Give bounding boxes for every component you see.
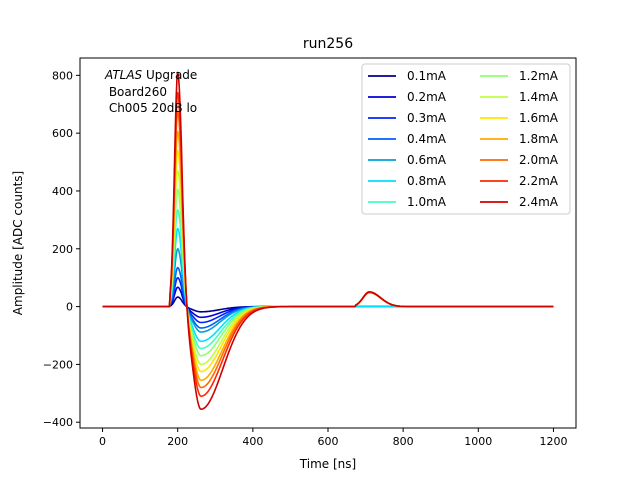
annotation-block: ATLAS Upgrade Board260 Ch005 20dB lo (104, 68, 197, 115)
legend-label: 2.0mA (519, 153, 559, 167)
legend-label: 0.6mA (407, 153, 447, 167)
x-axis-label: Time [ns] (299, 457, 356, 471)
y-axis-label: Amplitude [ADC counts] (11, 171, 25, 315)
y-tick-label: 600 (52, 127, 73, 140)
y-tick-label: 800 (52, 69, 73, 82)
legend-label: 2.4mA (519, 195, 559, 209)
x-axis-ticks: 0 200 400 600 800 1000 1200 (99, 428, 567, 448)
annotation-line-1: ATLAS Upgrade (104, 68, 197, 82)
legend-label: 2.2mA (519, 174, 559, 188)
legend-label: 0.2mA (407, 90, 447, 104)
legend-box (361, 63, 571, 215)
legend-label: 0.1mA (407, 69, 447, 83)
legend-label: 1.0mA (407, 195, 447, 209)
y-tick-label: 200 (52, 243, 73, 256)
x-tick-label: 1000 (464, 435, 492, 448)
annotation-upgrade: Upgrade (142, 68, 197, 82)
x-tick-label: 400 (242, 435, 263, 448)
legend-label: 0.8mA (407, 174, 447, 188)
annotation-atlas: ATLAS (104, 68, 143, 82)
y-tick-label: −200 (43, 358, 73, 371)
x-tick-label: 1200 (539, 435, 567, 448)
legend-label: 1.2mA (519, 69, 559, 83)
y-tick-label: −400 (43, 416, 73, 429)
annotation-line-2: Board260 (105, 85, 167, 99)
series-line (102, 71, 554, 411)
legend-label: 0.3mA (407, 111, 447, 125)
legend-label: 0.4mA (407, 132, 447, 146)
legend-label: 1.4mA (519, 90, 559, 104)
chart-title: run256 (303, 36, 353, 52)
y-tick-label: 0 (66, 301, 73, 314)
x-tick-label: 200 (167, 435, 188, 448)
x-tick-label: 600 (318, 435, 339, 448)
x-tick-label: 800 (393, 435, 414, 448)
series-curves (102, 71, 554, 411)
legend: 0.1mA 0.2mA 0.3mA 0.4mA 0.6mA 0.8mA 1.0mA 1.2mA… (361, 63, 571, 215)
annotation-line-3: Ch005 20dB lo (105, 101, 197, 115)
y-tick-label: 400 (52, 185, 73, 198)
y-axis-ticks: −400 −200 0 200 400 600 800 (43, 69, 80, 429)
legend-label: 1.6mA (519, 111, 559, 125)
x-tick-label: 0 (99, 435, 106, 448)
legend-label: 1.8mA (519, 132, 559, 146)
